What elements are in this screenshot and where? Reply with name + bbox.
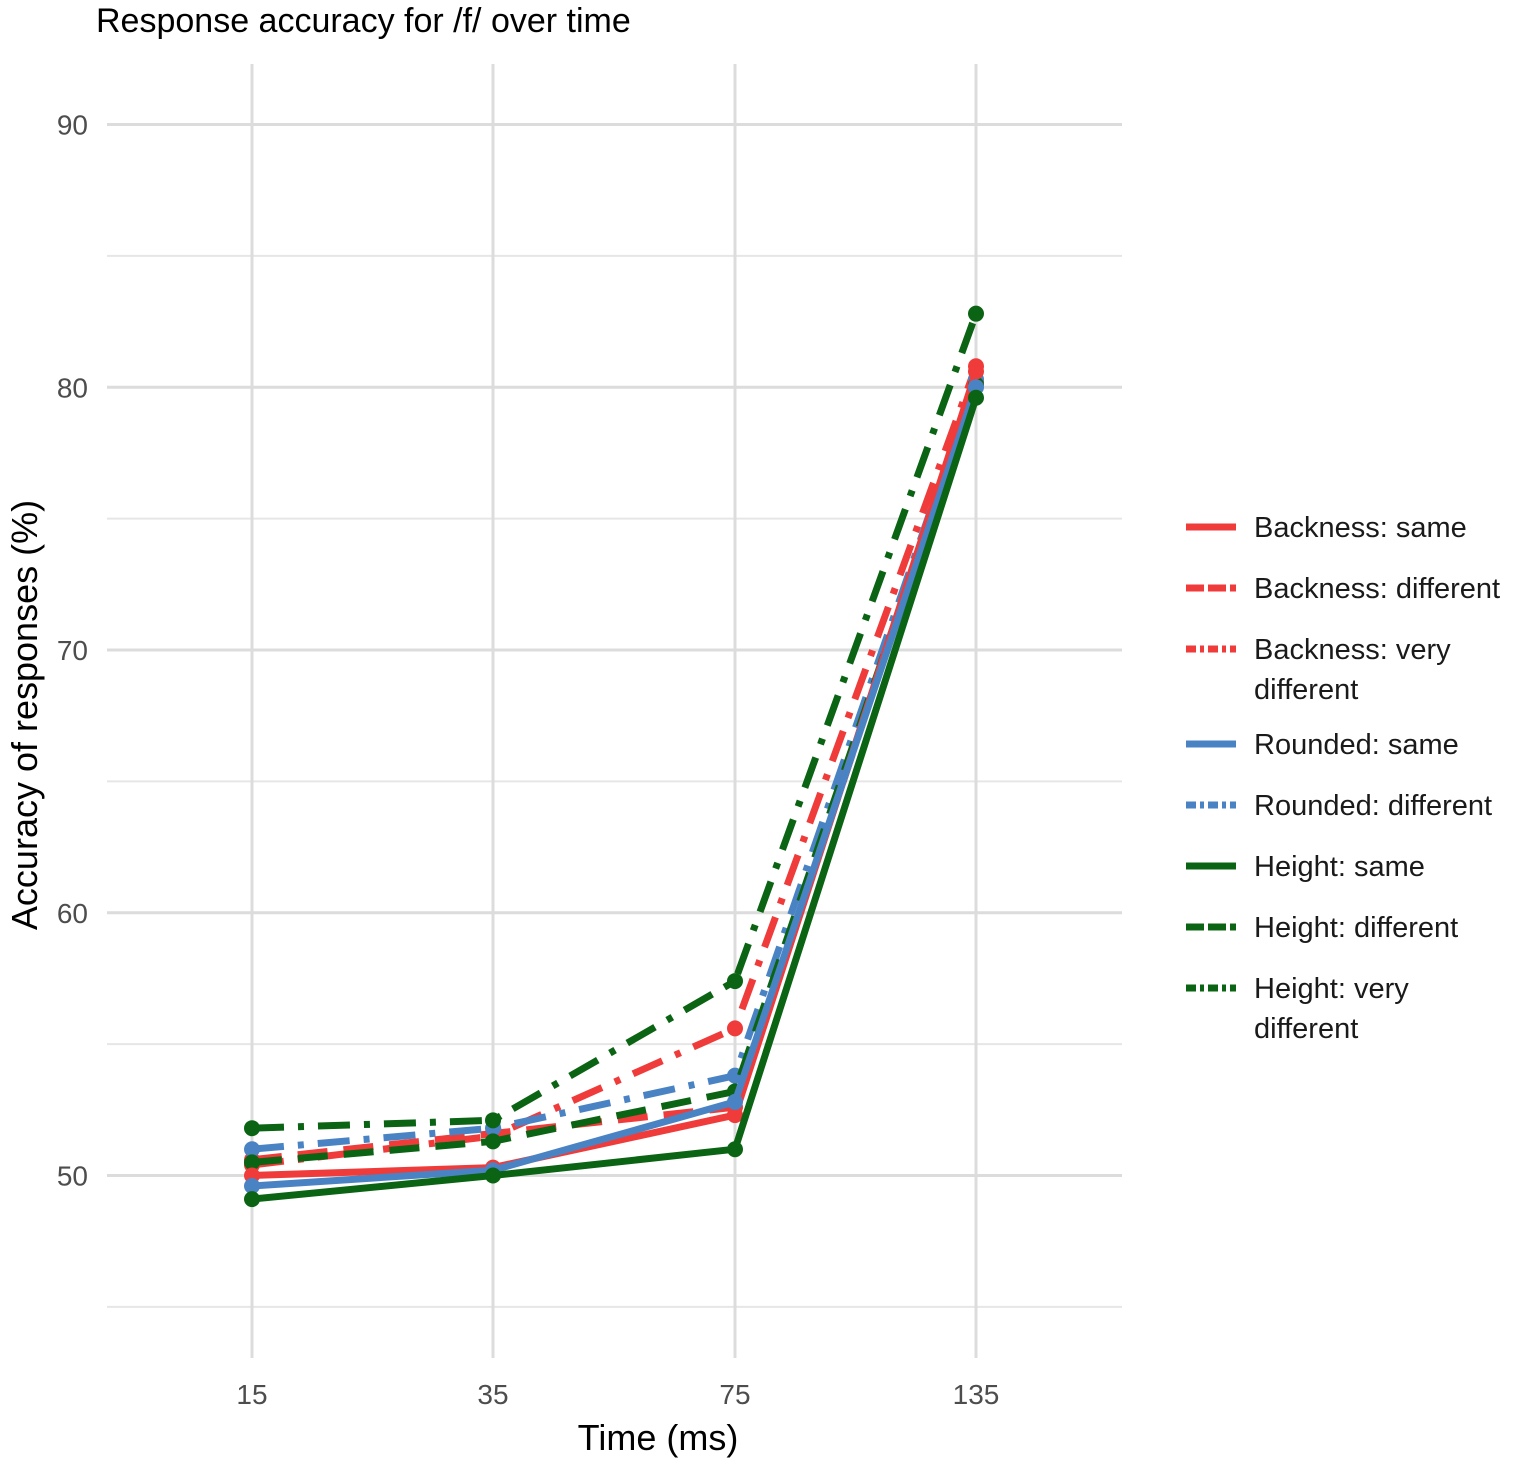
y-tick-label: 80	[57, 372, 88, 403]
data-point	[727, 1107, 743, 1124]
series-lines	[244, 305, 984, 1208]
legend-item: Height: same	[1186, 851, 1425, 883]
series-height-same	[244, 389, 984, 1208]
legend: Backness: same Backness: different Backnes…	[1186, 512, 1500, 1045]
series-line	[251, 386, 980, 1190]
legend-item: Backness: same	[1186, 512, 1467, 544]
legend-label: Backness: very	[1254, 634, 1451, 666]
x-tick-label: 15	[236, 1379, 267, 1410]
x-tick-label: 135	[953, 1379, 1000, 1410]
legend-label: Height: same	[1254, 851, 1425, 883]
data-point	[244, 1178, 260, 1195]
series-line	[251, 396, 980, 1203]
legend-label: Rounded: different	[1254, 790, 1492, 822]
axis-ticks: 50 60 70 80 90 15 35 75 135	[57, 110, 1000, 1411]
y-tick-label: 60	[57, 898, 88, 929]
legend-item: Backness: different	[1186, 573, 1500, 605]
series-line	[251, 312, 980, 1132]
data-point	[244, 1191, 260, 1208]
legend-item: Height: different	[1186, 912, 1458, 944]
chart-title: Response accuracy for /f/ over time	[96, 2, 631, 40]
legend-item: Rounded: different	[1186, 790, 1492, 822]
series-rounded-different	[244, 371, 984, 1158]
y-tick-label: 70	[57, 635, 88, 666]
y-tick-label: 50	[57, 1161, 88, 1192]
x-tick-label: 35	[477, 1379, 508, 1410]
data-point	[485, 1112, 501, 1129]
data-point	[968, 363, 984, 380]
legend-label: Height: different	[1254, 912, 1458, 944]
data-point	[727, 973, 743, 990]
data-point	[727, 1020, 743, 1037]
legend-item: Rounded: same	[1186, 729, 1459, 761]
data-point	[244, 1120, 260, 1137]
y-tick-label: 90	[57, 110, 88, 141]
series-line	[251, 383, 980, 1166]
legend-item: Backness: very different	[1186, 634, 1451, 706]
data-point	[485, 1133, 501, 1150]
legend-label: different	[1254, 674, 1358, 706]
series-line	[251, 365, 980, 1169]
data-point	[244, 1154, 260, 1171]
legend-label: Rounded: same	[1254, 729, 1459, 761]
series-line	[251, 380, 980, 1164]
series-height-very-different	[244, 305, 984, 1137]
legend-label: Height: very	[1254, 973, 1409, 1005]
x-tick-label: 75	[719, 1379, 750, 1410]
data-point	[968, 389, 984, 406]
x-axis-title: Time (ms)	[578, 1417, 739, 1458]
legend-label: different	[1254, 1013, 1358, 1045]
legend-label: Backness: same	[1254, 512, 1467, 544]
series-backness-same	[244, 363, 984, 1184]
data-point	[968, 305, 984, 322]
legend-item: Height: very different	[1186, 973, 1409, 1045]
legend-label: Backness: different	[1254, 573, 1500, 605]
data-point	[244, 1141, 260, 1158]
series-line	[251, 370, 980, 1179]
y-axis-title: Accuracy of responses (%)	[4, 500, 45, 930]
series-line	[251, 378, 980, 1153]
data-point	[727, 1141, 743, 1158]
data-point	[485, 1167, 501, 1184]
data-point	[727, 1093, 743, 1110]
series-rounded-same	[244, 379, 984, 1195]
